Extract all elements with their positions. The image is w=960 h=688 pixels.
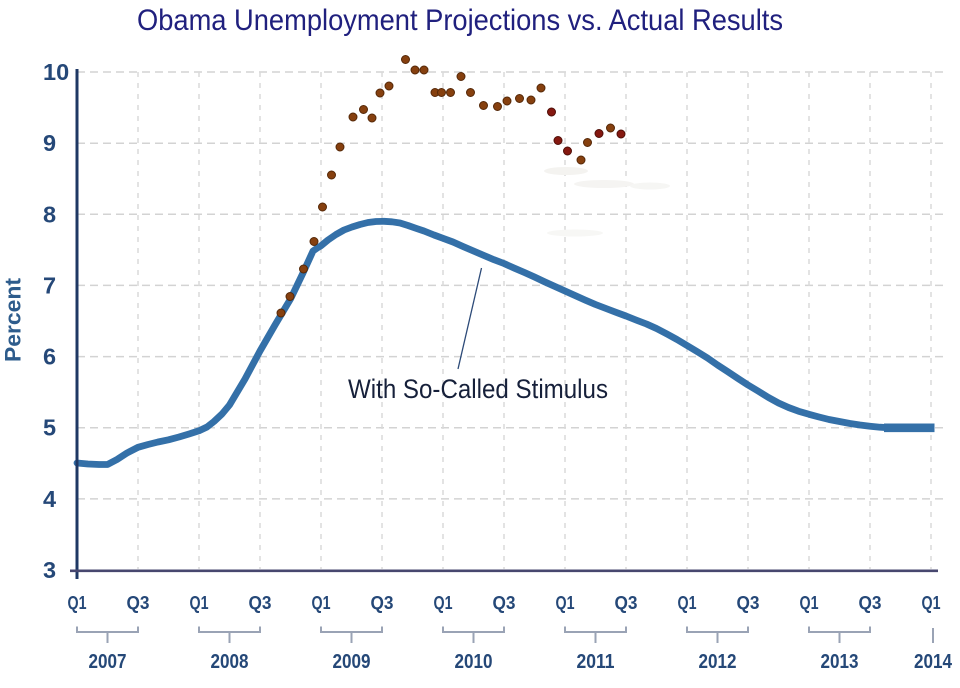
svg-text:Q1: Q1	[434, 592, 453, 613]
svg-text:10: 10	[43, 59, 69, 85]
svg-text:Q3: Q3	[615, 592, 638, 613]
svg-text:2008: 2008	[211, 651, 249, 673]
svg-text:2009: 2009	[333, 651, 371, 673]
svg-text:5: 5	[43, 415, 56, 441]
svg-text:4: 4	[43, 486, 56, 512]
svg-text:Q1: Q1	[68, 592, 87, 613]
svg-text:Q3: Q3	[249, 592, 272, 613]
svg-text:2007: 2007	[89, 651, 127, 673]
svg-text:2010: 2010	[455, 651, 493, 673]
svg-text:9: 9	[43, 130, 56, 156]
svg-text:7: 7	[43, 272, 56, 298]
svg-text:Q1: Q1	[678, 592, 697, 613]
svg-text:Q1: Q1	[190, 592, 209, 613]
svg-text:2014: 2014	[914, 651, 953, 673]
svg-text:Obama Unemployment Projections: Obama Unemployment Projections vs. Actua…	[137, 4, 783, 37]
svg-text:3: 3	[43, 557, 56, 583]
svg-text:Q1: Q1	[922, 592, 941, 613]
svg-text:Percent: Percent	[1, 277, 26, 362]
svg-text:6: 6	[43, 344, 56, 370]
svg-text:Q3: Q3	[371, 592, 394, 613]
svg-text:2013: 2013	[821, 651, 859, 673]
svg-text:Q3: Q3	[859, 592, 882, 613]
svg-text:Q3: Q3	[737, 592, 760, 613]
svg-text:Q1: Q1	[312, 592, 331, 613]
svg-text:8: 8	[43, 201, 56, 227]
svg-text:Q1: Q1	[800, 592, 819, 613]
svg-text:2012: 2012	[699, 651, 737, 673]
svg-text:Q1: Q1	[556, 592, 575, 613]
svg-text:With So-Called Stimulus: With So-Called Stimulus	[348, 374, 608, 404]
svg-text:Q3: Q3	[127, 592, 150, 613]
svg-text:Q3: Q3	[493, 592, 516, 613]
svg-text:2011: 2011	[577, 651, 615, 673]
